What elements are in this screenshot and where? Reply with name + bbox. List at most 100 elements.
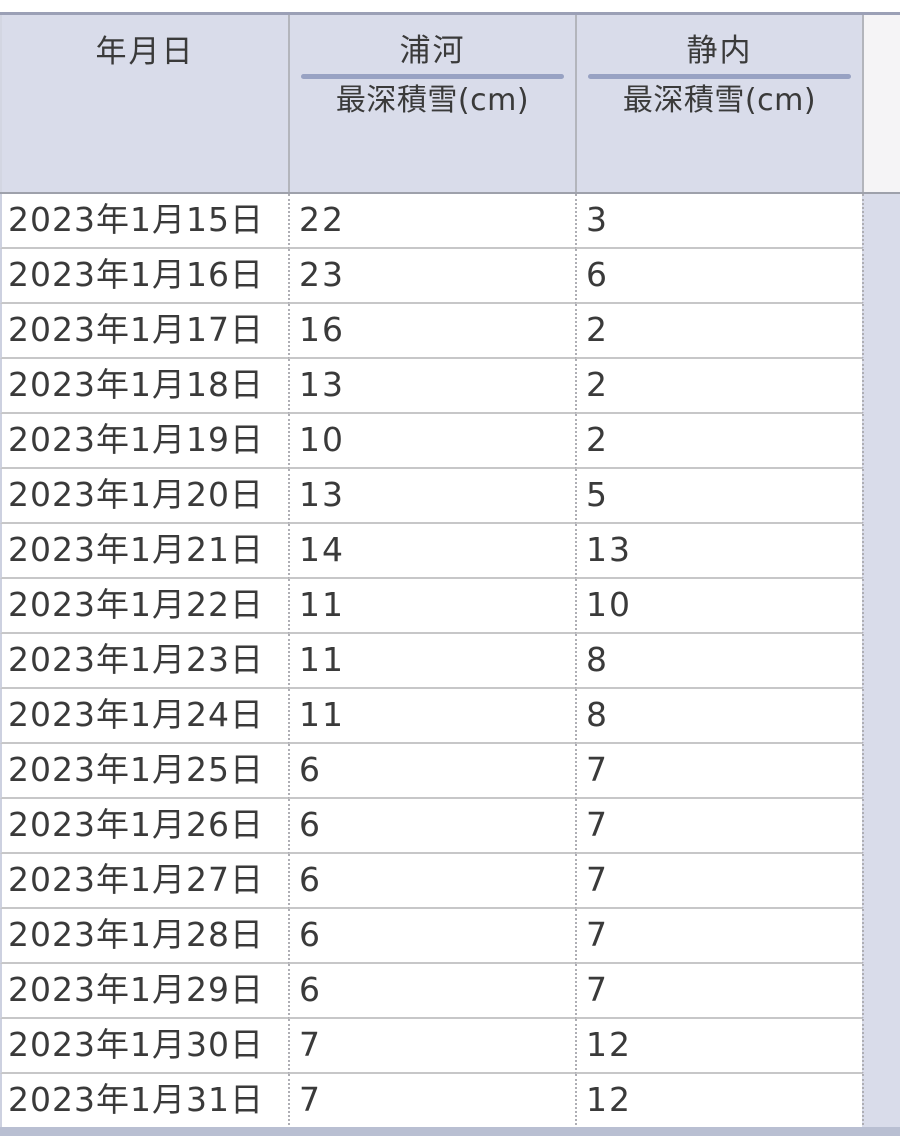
- table-row: 2023年1月18日 13 2: [0, 359, 900, 414]
- urakawa-value-cell: 22: [288, 194, 575, 249]
- urakawa-value-cell: 6: [288, 799, 575, 854]
- date-cell: 2023年1月28日: [0, 909, 288, 964]
- table-row: 2023年1月28日 6 7: [0, 909, 900, 964]
- date-cell: 2023年1月21日: [0, 524, 288, 579]
- next-column-partial-cell: [862, 414, 900, 469]
- urakawa-value-cell: 11: [288, 579, 575, 634]
- next-column-partial-cell: [862, 1074, 900, 1129]
- date-cell: 2023年1月17日: [0, 304, 288, 359]
- shizunai-value-cell: 10: [575, 579, 862, 634]
- date-cell: 2023年1月25日: [0, 744, 288, 799]
- date-cell: 2023年1月30日: [0, 1019, 288, 1074]
- date-cell: 2023年1月20日: [0, 469, 288, 524]
- urakawa-value-cell: 6: [288, 964, 575, 1019]
- table-row: 2023年1月15日 22 3: [0, 194, 900, 249]
- table-body: 2023年1月15日 22 3 2023年1月16日 23 6 2023年1月17日 16 2 2…: [0, 194, 900, 1129]
- date-cell: 2023年1月15日: [0, 194, 288, 249]
- shizunai-value-cell: 8: [575, 689, 862, 744]
- station-name-shizunai: 静内: [686, 33, 753, 69]
- next-column-partial-cell: [862, 359, 900, 414]
- date-cell: 2023年1月19日: [0, 414, 288, 469]
- shizunai-value-cell: 7: [575, 964, 862, 1019]
- table-row: 2023年1月23日 11 8: [0, 634, 900, 689]
- next-column-partial-cell: [862, 194, 900, 249]
- shizunai-value-cell: 7: [575, 854, 862, 909]
- date-column-label: 年月日: [95, 34, 195, 70]
- date-cell: 2023年1月23日: [0, 634, 288, 689]
- next-column-partial-cell: [862, 744, 900, 799]
- shizunai-value-cell: 2: [575, 414, 862, 469]
- urakawa-value-cell: 11: [288, 634, 575, 689]
- next-column-partial-cell: [862, 469, 900, 524]
- urakawa-value-cell: 6: [288, 909, 575, 964]
- shizunai-value-cell: 5: [575, 469, 862, 524]
- table-row: 2023年1月25日 6 7: [0, 744, 900, 799]
- table-row: 2023年1月24日 11 8: [0, 689, 900, 744]
- shizunai-value-cell: 2: [575, 304, 862, 359]
- urakawa-value-cell: 23: [288, 249, 575, 304]
- next-column-partial-cell: [862, 689, 900, 744]
- header-station-urakawa: 浦河 最深積雪(cm): [288, 15, 575, 192]
- table-row: 2023年1月27日 6 7: [0, 854, 900, 909]
- date-cell: 2023年1月22日: [0, 579, 288, 634]
- urakawa-value-cell: 11: [288, 689, 575, 744]
- date-cell: 2023年1月18日: [0, 359, 288, 414]
- urakawa-value-cell: 13: [288, 469, 575, 524]
- shizunai-value-cell: 12: [575, 1019, 862, 1074]
- next-column-partial-cell: [862, 634, 900, 689]
- measure-label-urakawa: 最深積雪(cm): [335, 83, 530, 118]
- station-name-urakawa: 浦河: [399, 33, 466, 69]
- shizunai-value-cell: 7: [575, 909, 862, 964]
- shizunai-value-cell: 8: [575, 634, 862, 689]
- table-row: 2023年1月19日 10 2: [0, 414, 900, 469]
- shizunai-value-cell: 6: [575, 249, 862, 304]
- table-row: 2023年1月30日 7 12: [0, 1019, 900, 1074]
- shizunai-value-cell: 7: [575, 744, 862, 799]
- next-column-partial-cell: [862, 249, 900, 304]
- urakawa-value-cell: 6: [288, 744, 575, 799]
- next-column-partial-cell: [862, 304, 900, 359]
- urakawa-value-cell: 7: [288, 1019, 575, 1074]
- header-date-column: 年月日: [0, 15, 288, 192]
- table-row: 2023年1月31日 7 12: [0, 1074, 900, 1129]
- table-row: 2023年1月20日 13 5: [0, 469, 900, 524]
- next-column-partial-cell: [862, 799, 900, 854]
- urakawa-value-cell: 7: [288, 1074, 575, 1129]
- date-cell: 2023年1月26日: [0, 799, 288, 854]
- table-bottom-edge: [0, 1127, 900, 1136]
- shizunai-value-cell: 7: [575, 799, 862, 854]
- station-underline: [588, 74, 851, 79]
- next-column-partial-cell: [862, 964, 900, 1019]
- next-column-partial-cell: [862, 1019, 900, 1074]
- urakawa-value-cell: 10: [288, 414, 575, 469]
- table-row: 2023年1月21日 14 13: [0, 524, 900, 579]
- measure-label-shizunai: 最深積雪(cm): [622, 83, 817, 118]
- next-column-partial-cell: [862, 909, 900, 964]
- shizunai-value-cell: 2: [575, 359, 862, 414]
- table-row: 2023年1月29日 6 7: [0, 964, 900, 1019]
- station-underline: [301, 74, 564, 79]
- urakawa-value-cell: 13: [288, 359, 575, 414]
- date-cell: 2023年1月24日: [0, 689, 288, 744]
- next-column-partial-cell: [862, 579, 900, 634]
- table-row: 2023年1月22日 11 10: [0, 579, 900, 634]
- table-row: 2023年1月16日 23 6: [0, 249, 900, 304]
- date-cell: 2023年1月31日: [0, 1074, 288, 1129]
- next-column-partial-cell: [862, 854, 900, 909]
- table-row: 2023年1月17日 16 2: [0, 304, 900, 359]
- next-column-partial-cell: [862, 524, 900, 579]
- table-row: 2023年1月26日 6 7: [0, 799, 900, 854]
- urakawa-value-cell: 16: [288, 304, 575, 359]
- date-cell: 2023年1月27日: [0, 854, 288, 909]
- shizunai-value-cell: 13: [575, 524, 862, 579]
- shizunai-value-cell: 12: [575, 1074, 862, 1129]
- urakawa-value-cell: 6: [288, 854, 575, 909]
- urakawa-value-cell: 14: [288, 524, 575, 579]
- date-cell: 2023年1月16日: [0, 249, 288, 304]
- header-station-shizunai: 静内 最深積雪(cm): [575, 15, 862, 192]
- table-top-border: [0, 12, 900, 15]
- table-header: 年月日 浦河 最深積雪(cm) 静内 最深積雪(cm): [0, 15, 900, 194]
- header-next-column-partial: [862, 15, 900, 192]
- date-cell: 2023年1月29日: [0, 964, 288, 1019]
